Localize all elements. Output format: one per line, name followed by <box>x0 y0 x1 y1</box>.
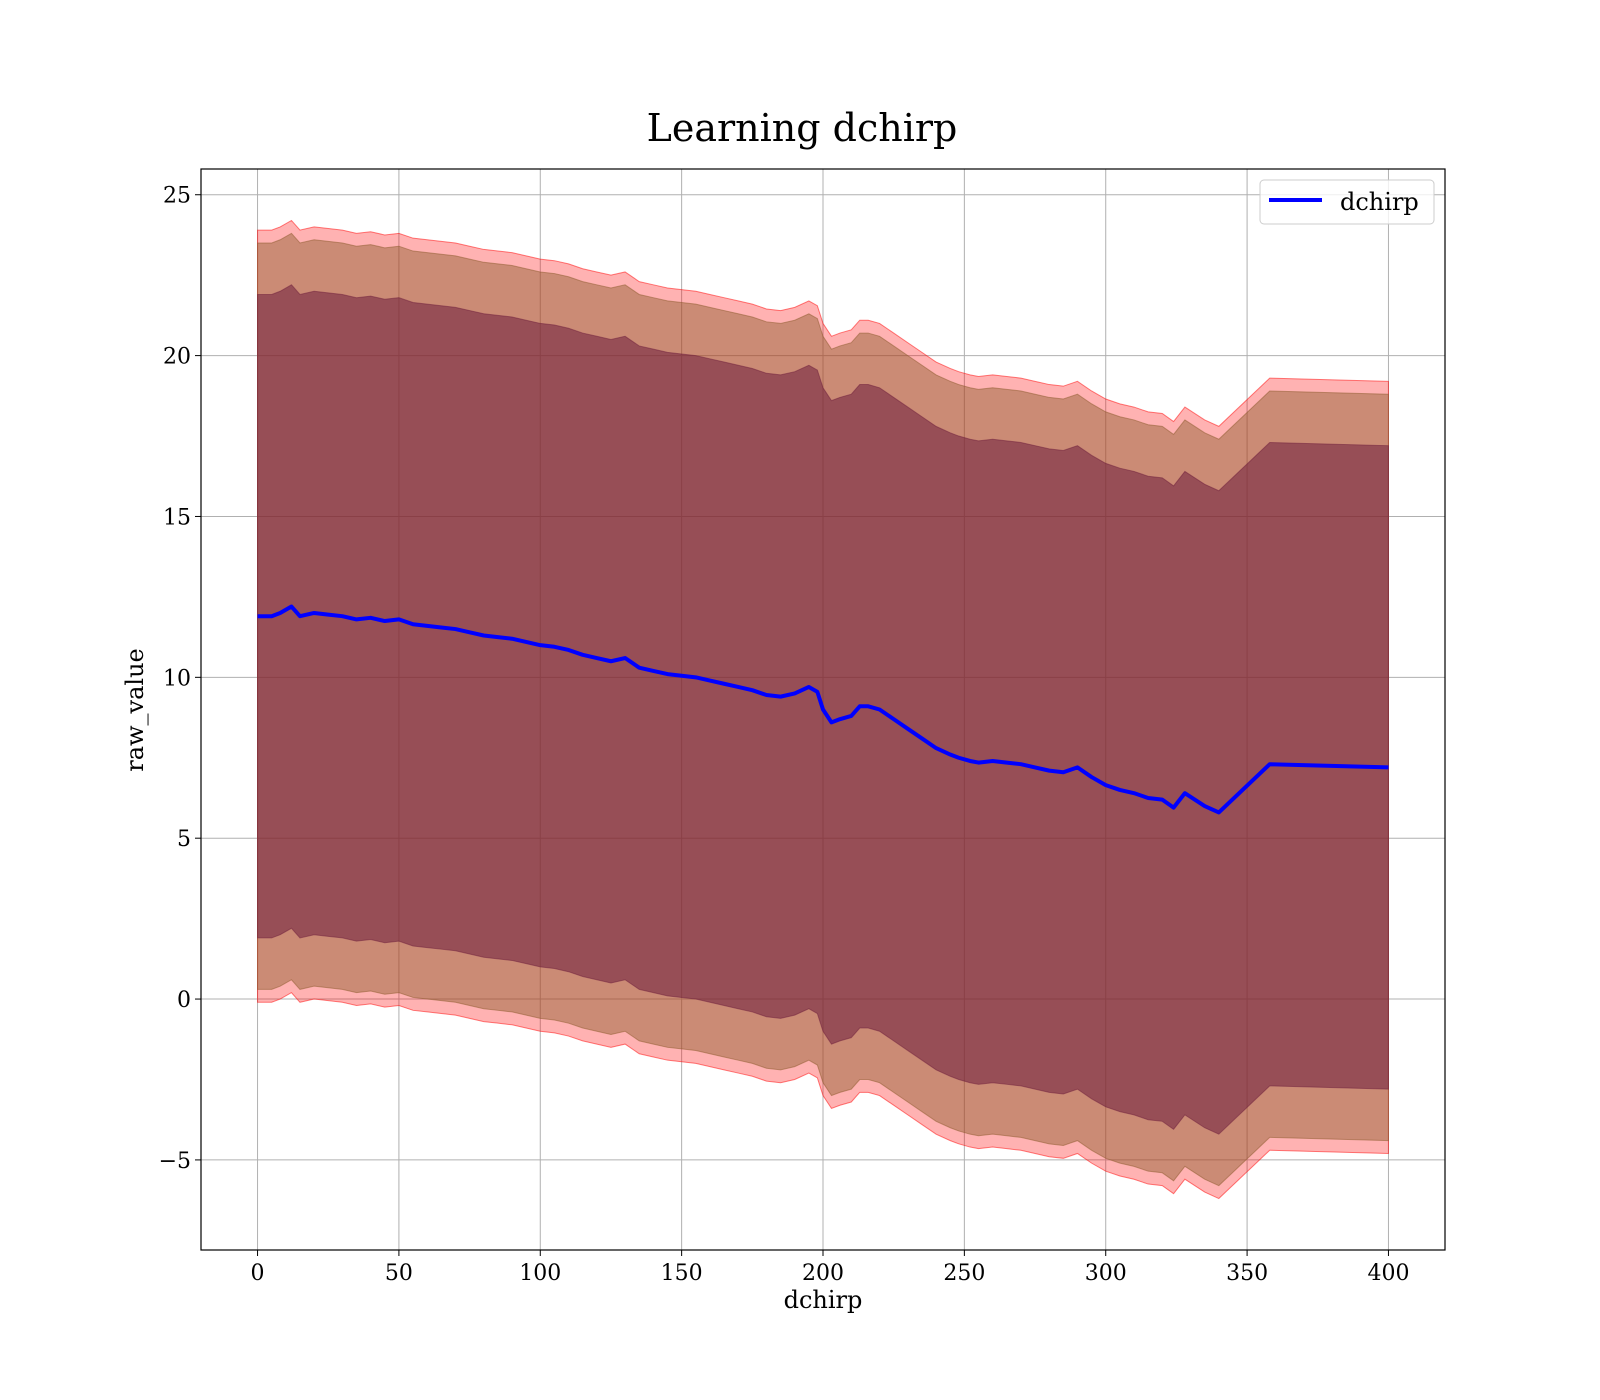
y-axis-label: raw_value <box>121 648 149 772</box>
x-tick-label: 150 <box>661 1261 703 1286</box>
x-tick-label: 400 <box>1367 1261 1409 1286</box>
legend-label-dchirp: dchirp <box>1340 188 1419 216</box>
x-axis-ticks: 0 50 100 150 200 250 300 350 400 <box>251 1250 1409 1286</box>
x-tick-label: 350 <box>1226 1261 1268 1286</box>
x-tick-label: 250 <box>943 1261 985 1286</box>
series-line-dchirp <box>257 604 1389 815</box>
y-tick-label: 20 <box>163 345 191 370</box>
x-tick-label: 50 <box>385 1261 413 1286</box>
y-tick-label: 15 <box>163 505 191 530</box>
y-tick-label: 25 <box>163 184 191 209</box>
y-tick-label: −5 <box>159 1149 191 1174</box>
y-tick-label: 0 <box>177 988 191 1013</box>
x-tick-label: 100 <box>519 1261 561 1286</box>
series-layer <box>257 604 1389 815</box>
legend: dchirp <box>1259 179 1435 225</box>
x-tick-label: 300 <box>1085 1261 1127 1286</box>
y-tick-label: 5 <box>177 827 191 852</box>
chart-title: Learning dchirp <box>647 106 958 150</box>
y-tick-label: 10 <box>163 666 191 691</box>
x-tick-label: 200 <box>802 1261 844 1286</box>
legend-box <box>1259 179 1435 225</box>
x-tick-label: 0 <box>251 1261 265 1286</box>
y-axis-ticks: −5 0 5 10 15 20 25 <box>159 184 201 1174</box>
x-axis-label: dchirp <box>784 1286 863 1314</box>
